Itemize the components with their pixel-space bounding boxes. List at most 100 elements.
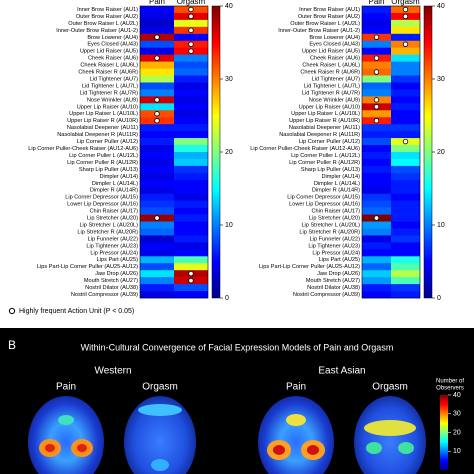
row-label: Cheek Raiser L (AU6L) xyxy=(302,63,360,69)
row-label: Nasolabial Deepener (AU11) xyxy=(289,125,360,131)
row-label: Lip Stretcher (AU20) xyxy=(309,216,360,222)
colorbar xyxy=(423,5,433,299)
heat-cell xyxy=(140,221,174,229)
heat-cell xyxy=(174,284,208,292)
heat-cell xyxy=(391,89,420,97)
frequent-marker xyxy=(373,55,380,61)
row-label: Inner-Outer Brow Raiser (AU1-2) xyxy=(278,28,360,34)
heat-cell xyxy=(140,103,174,111)
row-label: Cheek Raiser R (AU6R) xyxy=(78,70,138,76)
row-label: Nasolabial Deepener (AU11) xyxy=(67,125,138,131)
frequent-marker xyxy=(188,13,194,20)
heat-cell xyxy=(391,291,420,299)
heat-cell xyxy=(391,131,420,139)
heat-cell xyxy=(140,138,174,146)
heat-cell xyxy=(362,26,391,35)
heat-cell xyxy=(140,68,174,76)
row-label: Eyes Closed (AU43) xyxy=(309,42,360,48)
heat-cell xyxy=(362,228,391,236)
heat-cell xyxy=(140,61,174,69)
row-label: Brow Lowerer (AU4) xyxy=(309,35,360,41)
row-label: Lip Corner Puller R (AU12R) xyxy=(67,160,138,166)
face xyxy=(124,396,196,474)
heat-cell xyxy=(362,19,391,28)
heat-cell xyxy=(391,110,420,118)
column-title: Orgasm xyxy=(142,382,178,393)
heat-cell xyxy=(391,270,420,278)
frequent-marker xyxy=(373,118,380,124)
heat-cell xyxy=(140,207,174,215)
row-label: Cheek Raiser (AU6) xyxy=(88,56,138,62)
heat-cell xyxy=(140,277,174,285)
heat-cell xyxy=(391,249,420,257)
heat-cell xyxy=(362,152,391,160)
column-title: Pain xyxy=(286,382,306,393)
heat-cell xyxy=(391,158,420,167)
frequent-marker xyxy=(154,215,160,221)
row-label: Lip Corner Puller (AU12) xyxy=(77,139,138,145)
heat-cell xyxy=(391,277,420,285)
heat-cell xyxy=(174,19,208,28)
heat-cell xyxy=(391,263,420,271)
heat-cell xyxy=(174,103,208,111)
frequent-marker xyxy=(188,48,194,54)
heat-cell xyxy=(174,131,208,139)
panel-title: Within-Cultural Convergence of Facial Ex… xyxy=(81,342,394,352)
row-label: Chin Raiser (AU17) xyxy=(90,209,139,215)
colorbar-tick-label: 20 xyxy=(225,149,233,156)
row-label: Lid Tightener L (AU7L) xyxy=(82,83,138,89)
face xyxy=(28,396,104,474)
heat-cell xyxy=(362,40,391,49)
heat-cell xyxy=(391,19,420,28)
heat-cell xyxy=(174,179,208,188)
row-label: Nostril Dilator (AU38) xyxy=(85,285,138,291)
row-label: Outer Brow Raiser L (AU2L) xyxy=(290,21,360,27)
row-label: Lip Stretcher (AU20) xyxy=(87,216,138,222)
heat-cell xyxy=(140,242,174,250)
row-label: Dimpler (AU14) xyxy=(99,174,138,180)
row-label: Upper Lip Raiser L (AU10L) xyxy=(69,111,138,117)
heat-cell xyxy=(140,6,174,14)
colorbar-ticks: 10 20 30 40 xyxy=(448,392,461,455)
row-label: Nostril Compressor (AU39) xyxy=(293,292,360,298)
colorbar-tick-label: 0 xyxy=(225,295,229,302)
heat-cell xyxy=(391,179,420,188)
heat-cell xyxy=(174,68,208,76)
heat-cell xyxy=(362,158,391,167)
panel-label: B xyxy=(8,338,16,352)
heat-cell xyxy=(362,186,391,195)
heat-cell xyxy=(362,291,391,299)
row-label: Dimpler (AU14) xyxy=(321,174,360,180)
row-label: Cheek Raiser R (AU6R) xyxy=(300,70,360,76)
heat-cell xyxy=(174,221,208,229)
heat-cell xyxy=(140,12,174,21)
heat-cell xyxy=(174,96,208,104)
heat-cell xyxy=(391,117,420,125)
row-label: Mouth Stretch (AU27) xyxy=(84,278,138,284)
face xyxy=(258,396,334,474)
heat-cell xyxy=(140,172,174,181)
heat-cell xyxy=(362,165,391,174)
row-label: Jaw Drop (AU26) xyxy=(95,271,138,277)
row-label: Outer Brow Raiser (AU2) xyxy=(76,14,138,20)
heat-cell xyxy=(362,6,391,14)
row-label: Cheek Raiser L (AU6L) xyxy=(80,63,138,69)
heat-cell xyxy=(174,54,208,62)
row-label: Sharp Lip Puller (AU13) xyxy=(79,167,138,173)
heat-cell xyxy=(174,193,208,201)
heat-cell xyxy=(140,270,174,278)
frequent-marker xyxy=(373,215,380,221)
row-label: Dimpler L (AU14L) xyxy=(314,181,360,187)
heat-cell xyxy=(391,54,420,62)
heat-cell xyxy=(140,165,174,174)
frequent-marker xyxy=(188,277,194,284)
row-label: Upper Lip Raiser R (AU10R) xyxy=(67,118,138,124)
frequent-marker xyxy=(373,69,380,75)
legend-marker xyxy=(8,307,16,315)
row-label: Upper Lid Raiser (AU5) xyxy=(302,49,360,55)
column-header: Pain xyxy=(368,0,384,6)
colorbar-tick-label: 30 xyxy=(437,76,445,83)
row-label: Mouth Stretch (AU27) xyxy=(306,278,360,284)
colorbar-tick-label: 30 xyxy=(453,411,461,418)
heat-cell xyxy=(391,75,420,83)
